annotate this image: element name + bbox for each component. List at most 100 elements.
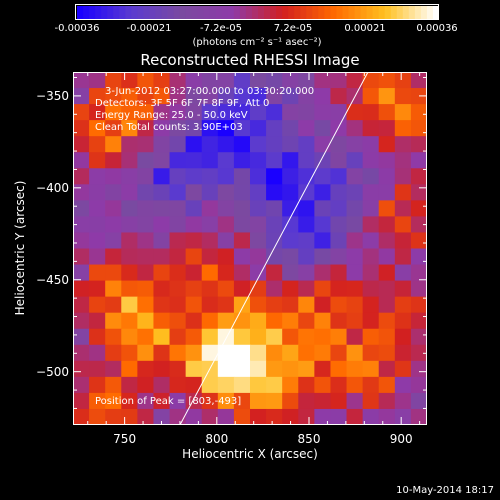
heatmap-cell (153, 408, 171, 425)
heatmap-cell (410, 312, 427, 330)
colorbar-segment (173, 6, 181, 19)
heatmap-cell (314, 152, 331, 169)
heatmap-cell (394, 376, 412, 394)
heatmap-cell (201, 312, 219, 330)
heatmap-cell (153, 136, 171, 153)
heatmap-cell (121, 152, 138, 169)
colorbar-tick-label: 0.00021 (344, 23, 386, 34)
heatmap-cell (250, 232, 267, 249)
heatmap-cell (250, 312, 267, 330)
heatmap-cell (137, 264, 154, 282)
colorbar-tick-label: 0.00036 (416, 23, 458, 34)
heatmap-cell (346, 72, 364, 89)
colorbar-segment (384, 6, 392, 19)
heatmap-cell (153, 168, 171, 185)
heatmap-cell (330, 152, 348, 169)
heatmap-cell (121, 88, 138, 105)
heatmap-cell (73, 248, 90, 266)
heatmap-cell (394, 248, 412, 266)
chart-title: Reconstructed RHESSI Image (140, 51, 360, 69)
heatmap-cell (378, 280, 396, 298)
heatmap-cell (394, 216, 412, 233)
heatmap-cell (394, 408, 412, 425)
heatmap-cell (89, 104, 106, 121)
heatmap-cell (410, 200, 427, 217)
heatmap-cell (73, 88, 90, 105)
heatmap-cell (362, 168, 380, 185)
heatmap-cell (378, 168, 396, 185)
heatmap-cell (185, 168, 203, 185)
colorbar-segment (342, 6, 350, 19)
heatmap-cell (298, 312, 315, 330)
heatmap-cell (378, 104, 396, 121)
heatmap-cell (330, 328, 348, 346)
heatmap-cell (217, 200, 235, 217)
heatmap-cell (185, 120, 203, 137)
heatmap-cell (362, 360, 380, 378)
heatmap-cell (298, 248, 315, 266)
heatmap-cell (330, 216, 348, 233)
heatmap-cell (137, 248, 154, 266)
heatmap-cell (346, 392, 364, 410)
heatmap-cell (250, 248, 267, 266)
heatmap-cell (410, 360, 427, 378)
heatmap-cell (250, 104, 267, 121)
heatmap-cell (298, 232, 315, 249)
heatmap-cell (121, 392, 138, 410)
x-tick-label: 750 (113, 432, 137, 446)
heatmap-cell (282, 72, 299, 89)
heatmap-cell (153, 280, 171, 298)
heatmap-cell (169, 168, 187, 185)
heatmap-cell (185, 232, 203, 249)
heatmap-cell (282, 392, 299, 410)
heatmap-cell (378, 312, 396, 330)
colorbar-segment (264, 6, 271, 19)
heatmap-cell (394, 264, 412, 282)
heatmap-cell (282, 168, 299, 185)
heatmap-cell (153, 392, 171, 410)
heatmap-cell (394, 136, 412, 153)
heatmap-cell (282, 376, 299, 394)
heatmap-cell (169, 344, 187, 362)
annotation-energy: Energy Range: 25.0 - 50.0 keV (95, 110, 248, 121)
heatmap-cell (217, 120, 235, 137)
heatmap-cell (362, 408, 380, 425)
heatmap-cell (362, 312, 380, 330)
heatmap-cell (314, 216, 331, 233)
colorbar-segment (251, 6, 259, 19)
heatmap-cell (394, 120, 412, 137)
heatmap-cell (250, 264, 267, 282)
heatmap-cell (330, 264, 348, 282)
heatmap-cell (378, 392, 396, 410)
heatmap-cell (217, 344, 235, 362)
heatmap-cell (153, 376, 171, 394)
colorbar-segment (179, 6, 187, 19)
heatmap-image (73, 72, 427, 425)
heatmap-cell (105, 328, 122, 346)
heatmap-cell (233, 344, 251, 362)
heatmap-cell (137, 296, 154, 314)
heatmap-cell (394, 296, 412, 314)
heatmap-cell (217, 360, 235, 378)
x-tick-label: 850 (297, 432, 321, 446)
heatmap-cell (394, 280, 412, 298)
heatmap-cell (73, 136, 90, 153)
heatmap-cell (105, 312, 122, 330)
colorbar-segment (245, 6, 253, 19)
heatmap-cell (105, 392, 122, 410)
heatmap-cell (250, 328, 267, 346)
heatmap-cell (217, 232, 235, 249)
heatmap-cell (314, 104, 331, 121)
colorbar-segment (258, 6, 265, 19)
heatmap-cell (137, 88, 154, 105)
heatmap-cell (169, 88, 187, 105)
heatmap-cell (330, 168, 348, 185)
heatmap-cell (314, 248, 331, 266)
heatmap-cell (201, 152, 219, 169)
heatmap-cell (250, 72, 267, 89)
colorbar-segment (288, 6, 295, 19)
colorbar-segment (408, 6, 416, 19)
heatmap-cell (233, 136, 251, 153)
heatmap-cell (266, 72, 283, 89)
heatmap-cell (394, 104, 412, 121)
